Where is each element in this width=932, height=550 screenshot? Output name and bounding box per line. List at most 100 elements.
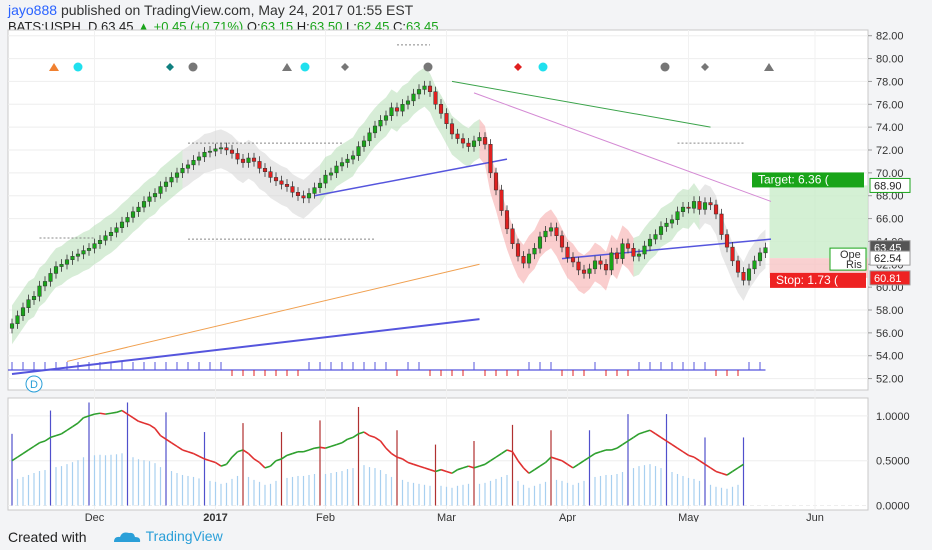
oscillator-line [594,450,601,455]
y-tick-label: 80.00 [876,54,904,66]
oscillator-line [528,469,535,474]
oscillator-line [556,458,563,462]
osc-tick-label: 1.0000 [876,411,910,423]
candle-down [262,168,268,172]
gray-diamond-marker [341,63,349,71]
candle-down [559,235,565,248]
consolidation-band [182,129,320,219]
candle-down [466,142,471,147]
candle-up [350,155,356,160]
orange-triangle-marker [49,63,59,71]
candle-up [752,260,757,270]
candle-down [499,189,504,211]
oscillator-line [440,468,447,473]
candle-down [295,192,301,196]
osc-tick-label: 0.5000 [876,456,910,468]
risk-label: Ris [846,259,862,271]
oscillator-line [269,460,277,467]
osc-tick-label: 0.0000 [876,501,910,513]
candle-up [323,174,328,184]
x-tick-label: Apr [559,512,576,522]
trend-line-blue [314,158,508,197]
candle-down [598,260,603,265]
candle-down [433,91,438,105]
oscillator-line [330,443,337,448]
oscillator-line [391,452,398,458]
low-label: L: [345,19,357,34]
oscillator-line [501,449,508,455]
trend-line-green [451,80,711,128]
interval-badge [25,375,43,393]
candle-down [697,201,702,210]
candle-down [394,107,400,112]
oscillator-line [154,427,162,437]
oscillator-line [99,412,106,415]
author-link[interactable]: jayo888 [8,2,58,18]
tradingview-logo[interactable]: TradingView [112,528,223,544]
candle-up [389,107,394,116]
candle-up [317,182,323,188]
y-tick-label: 72.00 [876,145,904,157]
candle-up [152,193,158,198]
y-tick-label: 82.00 [876,31,904,43]
oscillator-line [193,452,200,457]
oscillator-line [215,461,222,467]
candle-down [713,204,719,215]
oscillator-line [600,449,607,453]
candle-up [37,285,42,297]
candle-up [356,146,361,156]
oscillator-line [583,456,590,462]
candle-up [757,252,763,262]
candle-up [125,217,130,223]
oscillator-line [209,459,216,464]
price-label-target [869,177,911,193]
oscillator-line [660,436,667,442]
oscillator-line [622,440,629,446]
candle-up [70,256,75,260]
oscillator-line [429,468,436,473]
candle-down [444,113,449,124]
oscillator-line [50,434,57,439]
candle-down [251,157,257,162]
price-label-stop [869,270,911,286]
price-chart[interactable]: 82.00 80.00 78.00 76.00 74.00 72.00 70.00 68.00… [0,0,932,522]
oscillator-line [567,463,574,469]
oscillator-line [732,467,739,473]
oscillator-line [484,460,491,465]
oscillator-line [495,452,502,458]
candle-up [537,236,543,249]
oscillator-line [231,451,239,458]
candle-up [609,252,614,271]
oscillator-line [462,465,469,469]
oscillator-line [671,443,678,449]
oscillator-line [72,422,79,428]
oscillator-line [506,449,513,453]
candle-down [565,246,570,258]
candle-down [488,144,493,174]
candle-down [273,177,279,182]
oscillator-line [149,424,156,430]
oscillator-line [105,412,112,415]
target-label: Target: 6.36 ( [758,172,829,186]
y-tick-label: 54.00 [876,351,904,363]
candle-up [306,193,312,199]
oscillator-line [396,456,403,460]
gray-circle-marker [660,62,670,72]
candle-up [92,243,97,249]
candle-down [301,195,306,199]
price-label-text: 60.81 [874,273,902,285]
oscillator-line [303,449,310,453]
candle-up [702,202,708,210]
candle-down [515,243,521,257]
candle-up [367,132,372,142]
candle-down [631,248,636,257]
oscillator-line [473,465,480,469]
oscillator-line [424,467,431,471]
oscillator-line [418,465,425,469]
candle-up [97,240,103,244]
candle-up [361,140,367,147]
candle-up [64,259,70,265]
gray-triangle-marker [764,63,774,71]
oscillator-line [572,463,579,469]
oscillator-line [28,445,35,451]
